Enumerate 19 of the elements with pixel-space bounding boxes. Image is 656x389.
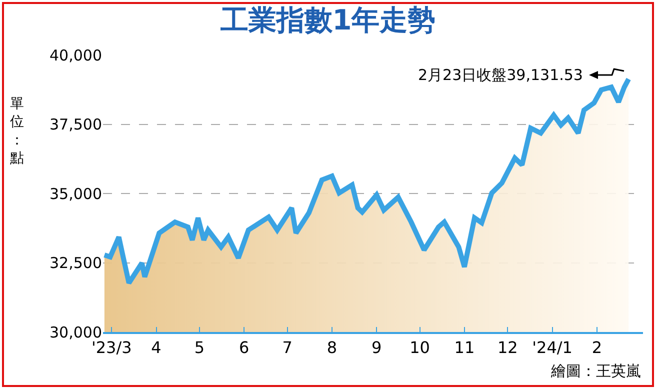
x-tick-label: 12 [497,338,518,358]
chart-title: 工業指數1年走勢 [219,3,436,36]
x-tick-label: 10 [410,338,430,358]
x-tick-label: 6 [239,338,250,358]
x-tick-label: 2 [592,338,602,358]
y-tick-label: 40,000 [50,46,102,64]
y-tick-label: 35,000 [50,184,102,203]
x-tick-label: 8 [326,338,338,358]
x-tick-label: 5 [194,338,205,358]
x-tick-label: 7 [282,338,292,358]
y-axis-title: 單位：點 [9,96,24,167]
y-tick-label: 32,500 [50,254,102,272]
y-tick-label: 37,500 [50,116,102,134]
x-tick-label: 4 [151,338,162,358]
text: 繪圖：王英嵐 [550,362,641,380]
x-tick-label: '24/1 [532,338,572,358]
annotation: 2月23日收盤39,131.53 [418,66,583,84]
x-tick-label: 11 [454,338,475,358]
x-tick-label: 9 [372,338,382,358]
